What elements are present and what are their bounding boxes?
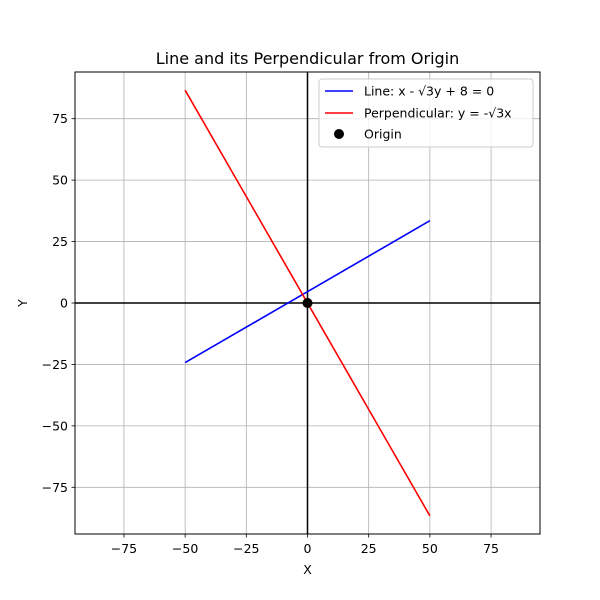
legend-label-origin: Origin — [364, 127, 402, 142]
origin-point — [302, 298, 313, 308]
x-tick-label: −75 — [111, 541, 137, 556]
x-tick-label: 25 — [361, 541, 377, 556]
y-tick-label: 75 — [52, 111, 68, 126]
x-tick-label: −50 — [172, 541, 198, 556]
series-layer — [184, 89, 431, 517]
x-tick-label: −25 — [233, 541, 259, 556]
y-axis-ticks: −75 −50 −25 0 25 50 75 — [42, 111, 75, 495]
x-axis-ticks: −75 −50 −25 0 25 50 75 — [111, 534, 499, 556]
y-tick-label: 25 — [52, 234, 68, 249]
chart-title: Line and its Perpendicular from Origin — [156, 49, 460, 68]
legend: Line: x - √3y + 8 = 0 Perpendicular: y =… — [318, 78, 534, 148]
legend-label-perpendicular: Perpendicular: y = -√3x — [364, 106, 512, 121]
x-axis-label: X — [303, 562, 312, 577]
x-tick-label: 0 — [304, 541, 312, 556]
x-tick-label: 75 — [483, 541, 499, 556]
y-axis-label: Y — [15, 299, 30, 308]
y-tick-label: −50 — [42, 418, 68, 433]
y-tick-label: −25 — [42, 357, 68, 372]
legend-swatch-origin — [334, 129, 344, 139]
y-tick-label: 0 — [60, 296, 68, 311]
y-tick-label: −75 — [42, 480, 68, 495]
x-tick-label: 50 — [422, 541, 438, 556]
legend-label-line: Line: x - √3y + 8 = 0 — [364, 84, 494, 99]
legend-box — [318, 78, 534, 148]
series-line — [184, 220, 431, 364]
y-tick-label: 50 — [52, 173, 68, 188]
